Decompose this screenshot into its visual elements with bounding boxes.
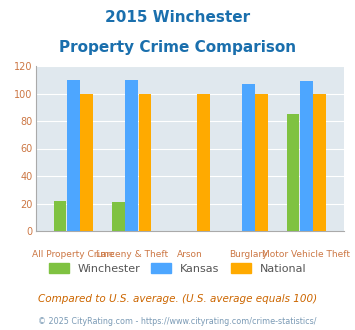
Bar	[67, 80, 80, 231]
Bar	[242, 84, 255, 231]
Bar	[197, 93, 210, 231]
Text: All Property Crime: All Property Crime	[32, 250, 115, 259]
Bar	[313, 93, 326, 231]
Bar	[80, 93, 93, 231]
Bar	[112, 202, 125, 231]
Bar	[54, 201, 66, 231]
Bar	[300, 81, 313, 231]
Bar	[139, 93, 152, 231]
Text: Arson: Arson	[177, 250, 203, 259]
Text: Property Crime Comparison: Property Crime Comparison	[59, 40, 296, 54]
Bar	[255, 93, 268, 231]
Text: © 2025 CityRating.com - https://www.cityrating.com/crime-statistics/: © 2025 CityRating.com - https://www.city…	[38, 317, 317, 326]
Text: Motor Vehicle Theft: Motor Vehicle Theft	[262, 250, 350, 259]
Legend: Winchester, Kansas, National: Winchester, Kansas, National	[49, 263, 306, 274]
Text: 2015 Winchester: 2015 Winchester	[105, 10, 250, 25]
Text: Compared to U.S. average. (U.S. average equals 100): Compared to U.S. average. (U.S. average …	[38, 294, 317, 304]
Text: Burglary: Burglary	[229, 250, 267, 259]
Bar	[125, 80, 138, 231]
Bar	[286, 114, 300, 231]
Text: Larceny & Theft: Larceny & Theft	[95, 250, 168, 259]
